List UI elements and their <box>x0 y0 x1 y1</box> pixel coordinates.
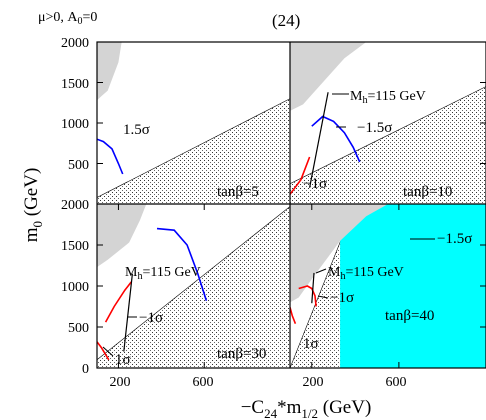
xtick-right-600: 600 <box>386 375 407 390</box>
x-axis-title: −C24*m1/2 (GeV) <box>241 397 372 420</box>
p3-label-mh115: Mh=115 GeV <box>125 265 201 282</box>
figure-number: (24) <box>272 11 300 30</box>
params-label: μ>0, A0=0 <box>38 10 97 27</box>
p2-label-minus1sigma: −1σ <box>303 176 327 192</box>
panel-label-tanbeta-40: tanβ=40 <box>385 308 434 324</box>
curve-Mh-115-GeV <box>309 92 329 188</box>
panel-label-tanbeta-30: tanβ=30 <box>217 346 266 362</box>
curve-1 <box>97 341 110 361</box>
ytick-bottom-0: 0 <box>82 362 89 377</box>
excluded-gray-region <box>290 42 367 111</box>
panel-label-tanbeta-10: tanβ=10 <box>403 184 452 200</box>
panel-label-tanbeta-5: tanβ=5 <box>217 184 259 200</box>
p4-mh-leader <box>315 268 327 274</box>
ytick-top-1500: 1500 <box>61 77 89 92</box>
p4-label-minus1sigma: −1σ <box>330 290 354 306</box>
axis-ticks <box>97 41 486 369</box>
panel-tanbeta-5 <box>97 42 290 204</box>
outer-frame <box>96 41 486 369</box>
curve-1 <box>290 156 311 195</box>
curve-1 <box>298 285 317 307</box>
excluded-gray-region <box>97 42 122 101</box>
ytick-top-500: 500 <box>68 158 89 173</box>
p3-label-minus1.5sigma: −1.5σ <box>437 231 472 247</box>
p2-label-mh115: Mh=115 GeV <box>350 89 426 106</box>
excluded-gray-region <box>97 204 147 268</box>
allowed-dotted-region <box>97 98 290 204</box>
xtick-left-200: 200 <box>110 375 131 390</box>
xtick-right-200: 200 <box>303 375 324 390</box>
p3-label-1sigma: 1σ <box>115 352 131 368</box>
p1-label-1.5sigma: 1.5σ <box>123 122 150 138</box>
allowed-dotted-region <box>290 86 486 204</box>
curve-1 <box>290 307 297 324</box>
allowed-dotted-region <box>97 206 290 368</box>
curve-Mh-115-GeV <box>311 272 315 304</box>
panel-frames <box>96 41 486 369</box>
x-tick-labels: 200 600 200 600 <box>110 375 407 390</box>
p4-minus1sigma-leader <box>317 295 329 299</box>
p3-label-minus1sigma: −1σ <box>139 310 163 326</box>
ytick-bottom-1000: 1000 <box>61 280 89 295</box>
ytick-top-1000: 1000 <box>61 117 89 132</box>
curve-1.5 <box>97 138 124 175</box>
curve-Mh-115-GeV <box>123 273 133 352</box>
y-axis-title: m0 (GeV) <box>21 168 45 243</box>
p2-label-minus1.5sigma: −1.5σ <box>357 120 392 136</box>
xtick-left-600: 600 <box>193 375 214 390</box>
p3-1sigma-leader <box>102 346 114 357</box>
curve-1.5 <box>156 227 208 302</box>
excluded-gray-region <box>290 204 388 303</box>
curve-1 <box>104 281 132 323</box>
panel-tanbeta-30 <box>97 204 290 368</box>
y-tick-labels: 500 1000 1500 2000 0 500 1000 1500 2000 <box>61 36 89 377</box>
p4-label-mh115: Mh=115 GeV <box>328 265 404 282</box>
p4-label-1sigma: 1σ <box>303 336 319 352</box>
panel-tanbeta-10 <box>290 42 486 204</box>
panel-tanbeta-40 <box>290 204 486 368</box>
ytick-bottom-2000: 2000 <box>61 198 89 213</box>
ytick-bottom-1500: 1500 <box>61 239 89 254</box>
ytick-bottom-500: 500 <box>68 321 89 336</box>
excluded-cyan-region <box>340 204 486 368</box>
ytick-top-2000: 2000 <box>61 36 89 51</box>
